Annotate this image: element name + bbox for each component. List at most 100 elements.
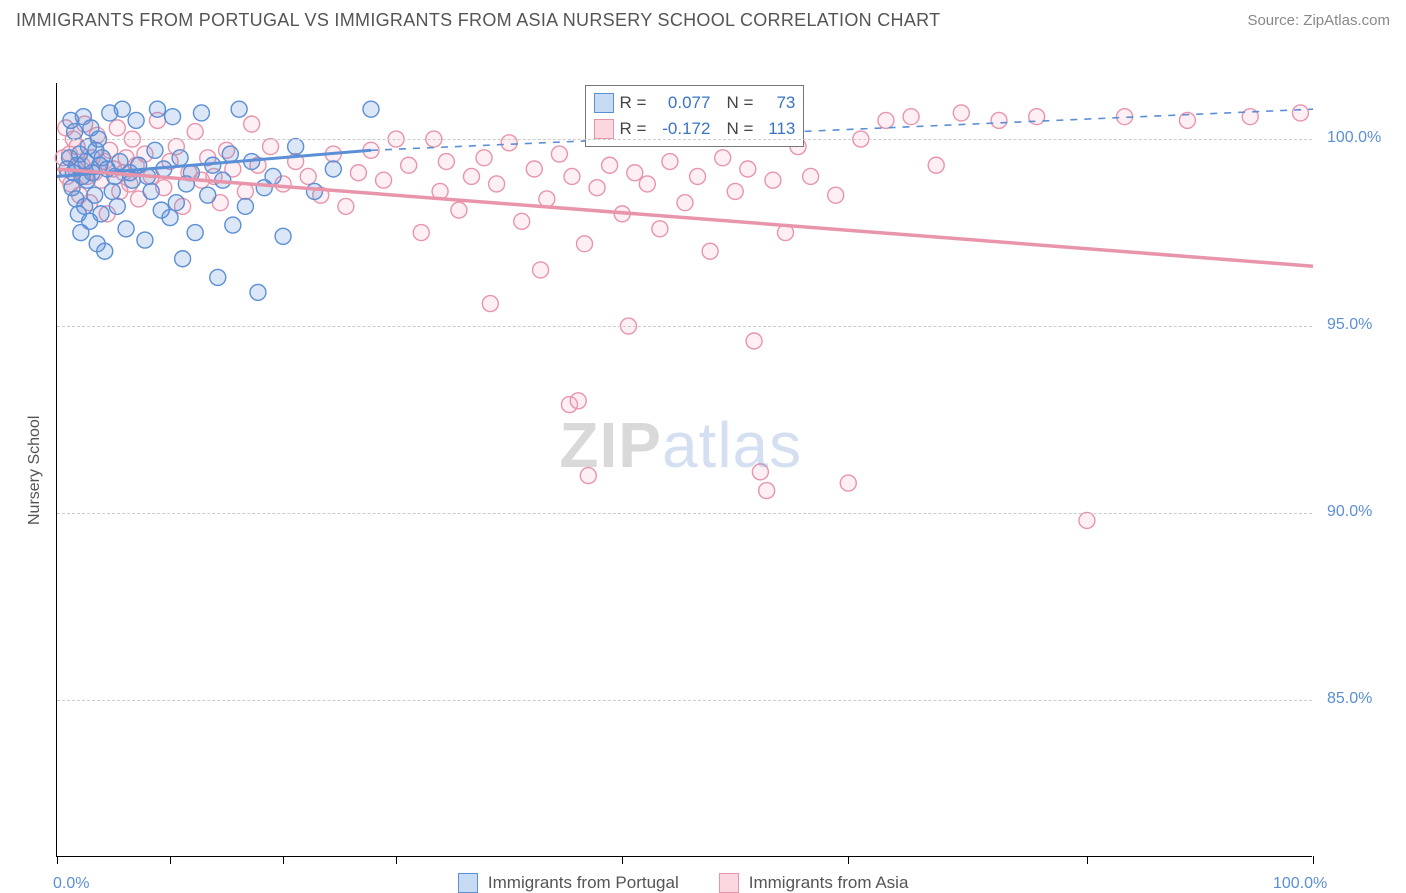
- data-point: [662, 154, 678, 170]
- data-point: [109, 198, 125, 214]
- data-point: [577, 236, 593, 252]
- data-point: [413, 225, 429, 241]
- data-point: [463, 168, 479, 184]
- data-point: [104, 183, 120, 199]
- data-point: [187, 124, 203, 140]
- data-point: [533, 262, 549, 278]
- data-point: [172, 150, 188, 166]
- data-point: [903, 109, 919, 125]
- data-point: [97, 243, 113, 259]
- x-tick-mark: [57, 856, 58, 864]
- data-point: [539, 191, 555, 207]
- gridline-h: [57, 700, 1312, 701]
- data-point: [953, 105, 969, 121]
- y-tick-label: 90.0%: [1327, 503, 1372, 521]
- x-tick-mark: [396, 856, 397, 864]
- data-point: [746, 333, 762, 349]
- data-point: [639, 176, 655, 192]
- data-point: [162, 210, 178, 226]
- data-point: [489, 176, 505, 192]
- trend-line: [57, 169, 1313, 266]
- data-point: [828, 187, 844, 203]
- data-point: [350, 165, 366, 181]
- x-tick-label: 0.0%: [53, 875, 89, 893]
- data-point: [175, 251, 191, 267]
- data-point: [482, 296, 498, 312]
- data-point: [143, 183, 159, 199]
- data-point: [275, 228, 291, 244]
- data-point: [147, 142, 163, 158]
- data-point: [114, 101, 130, 117]
- data-point: [928, 157, 944, 173]
- data-point: [803, 168, 819, 184]
- data-point: [187, 225, 203, 241]
- data-point: [67, 124, 83, 140]
- data-point: [677, 195, 693, 211]
- data-point: [727, 183, 743, 199]
- x-tick-mark: [170, 856, 171, 864]
- data-point: [564, 168, 580, 184]
- data-point: [237, 183, 253, 199]
- data-point: [210, 269, 226, 285]
- data-point: [878, 112, 894, 128]
- x-tick-mark: [848, 856, 849, 864]
- trend-line-extrapolated: [371, 109, 1313, 150]
- data-point: [137, 232, 153, 248]
- legend-r-value: 0.077: [652, 90, 710, 116]
- data-point: [991, 112, 1007, 128]
- data-point: [376, 172, 392, 188]
- plot-area: ZIPatlas R =0.077N =73R =-0.172N =113 10…: [56, 83, 1312, 857]
- data-point: [526, 161, 542, 177]
- chart-title: IMMIGRANTS FROM PORTUGAL VS IMMIGRANTS F…: [16, 10, 940, 31]
- data-point: [476, 150, 492, 166]
- data-point: [265, 168, 281, 184]
- data-point: [306, 183, 322, 199]
- data-point: [288, 139, 304, 155]
- data-point: [1079, 512, 1095, 528]
- data-point: [451, 202, 467, 218]
- legend-series-label: Immigrants from Asia: [749, 873, 909, 893]
- legend-swatch: [719, 873, 739, 893]
- data-point: [580, 468, 596, 484]
- data-point: [109, 120, 125, 136]
- data-point: [765, 172, 781, 188]
- data-point: [149, 101, 165, 117]
- legend-n-label: N =: [726, 90, 753, 116]
- data-point: [627, 165, 643, 181]
- data-point: [87, 187, 103, 203]
- y-tick-label: 95.0%: [1327, 316, 1372, 334]
- correlation-legend: R =0.077N =73R =-0.172N =113: [585, 85, 805, 147]
- scatter-canvas: [57, 83, 1313, 857]
- data-point: [589, 180, 605, 196]
- data-point: [225, 217, 241, 233]
- data-point: [193, 105, 209, 121]
- gridline-h: [57, 139, 1312, 140]
- data-point: [250, 284, 266, 300]
- data-point: [514, 213, 530, 229]
- x-tick-mark: [622, 856, 623, 864]
- data-point: [501, 135, 517, 151]
- data-point: [300, 168, 316, 184]
- data-point: [740, 161, 756, 177]
- data-point: [702, 243, 718, 259]
- legend-series-label: Immigrants from Portugal: [488, 873, 679, 893]
- chart-header: IMMIGRANTS FROM PORTUGAL VS IMMIGRANTS F…: [0, 0, 1406, 39]
- gridline-h: [57, 326, 1312, 327]
- legend-swatch: [594, 93, 614, 113]
- data-point: [263, 139, 279, 155]
- data-point: [338, 198, 354, 214]
- data-point: [363, 101, 379, 117]
- data-point: [200, 187, 216, 203]
- x-tick-mark: [1087, 856, 1088, 864]
- data-point: [1292, 105, 1308, 121]
- data-point: [325, 161, 341, 177]
- data-point: [165, 109, 181, 125]
- gridline-h: [57, 513, 1312, 514]
- data-point: [237, 198, 253, 214]
- x-tick-mark: [283, 856, 284, 864]
- y-tick-label: 100.0%: [1327, 129, 1381, 147]
- data-point: [752, 464, 768, 480]
- data-point: [222, 146, 238, 162]
- y-axis-label: Nursery School: [26, 416, 44, 525]
- data-point: [840, 475, 856, 491]
